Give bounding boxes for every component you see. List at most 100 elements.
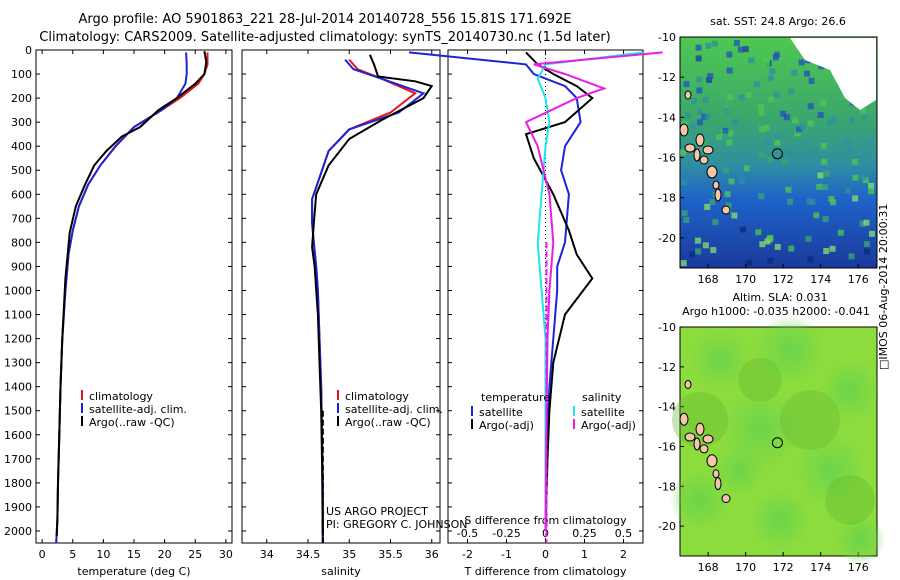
island — [684, 143, 696, 153]
sst-cell — [723, 107, 730, 114]
x-tick-label: -1 — [501, 548, 512, 561]
sst-cell — [763, 57, 770, 63]
legend-label: satellite — [581, 406, 625, 419]
y-tick-label: 1900 — [4, 501, 32, 514]
sst-cell — [807, 256, 814, 263]
sst-cell — [807, 120, 814, 127]
sst-cell — [798, 59, 805, 66]
sst-cell — [737, 46, 744, 53]
sst-cell — [712, 219, 719, 226]
sst-cell — [758, 104, 765, 110]
legend-header-salinity: salinity — [582, 391, 622, 404]
sst-cell — [694, 237, 701, 244]
island — [699, 155, 709, 165]
map-y-tick-label: -18 — [658, 192, 676, 205]
sst-cell — [817, 112, 824, 118]
sst-cell — [829, 245, 836, 252]
sst-cell — [804, 70, 810, 77]
y-tick-label: 900 — [11, 260, 32, 273]
map-x-tick-label: 174 — [810, 561, 831, 574]
map-x-tick-label: 170 — [735, 561, 756, 574]
sst-cell — [863, 241, 870, 247]
sst-cell — [823, 248, 830, 254]
sst-cell — [768, 96, 775, 103]
sst-cell — [767, 234, 774, 241]
x-tick-label: 34 — [260, 548, 274, 561]
sst-cell — [680, 149, 686, 156]
sst-cell — [820, 142, 827, 149]
x-tick-label: 15 — [127, 548, 141, 561]
island — [699, 444, 709, 454]
salinity-frame — [241, 49, 441, 544]
salinity-xlabel: salinity — [321, 565, 361, 578]
map-y-tick-label: -20 — [658, 520, 676, 533]
map-y-tick-label: -12 — [658, 71, 676, 84]
sst-cell — [868, 182, 875, 189]
legend-label: Argo(-adj) — [479, 419, 534, 432]
sst-cell — [689, 123, 696, 129]
sst-cell — [795, 126, 802, 133]
sst-cell — [767, 156, 774, 163]
sst-cell — [748, 57, 755, 64]
island — [693, 437, 701, 451]
sst-cell — [696, 108, 703, 115]
sst-cell — [824, 171, 831, 178]
pi-credit: PI: GREGORY C. JOHNSON — [326, 518, 467, 531]
sst-cell — [724, 191, 731, 198]
project-credit: US ARGO PROJECT — [326, 505, 428, 518]
sst-cell — [828, 195, 835, 202]
x2-tick-label: 0.5 — [615, 527, 633, 540]
x2-tick-label: 0.25 — [572, 527, 597, 540]
map-x-tick-label: 168 — [698, 273, 719, 286]
map-x-tick-label: 174 — [810, 273, 831, 286]
sst-cell — [805, 235, 812, 242]
sla-anomaly-low — [780, 390, 840, 450]
sst-cell — [739, 226, 746, 233]
temperature-series-2 — [55, 51, 208, 536]
sst-cell — [759, 152, 765, 158]
sst-cell — [816, 183, 823, 190]
salinity-series-2 — [311, 54, 434, 536]
sst-cell — [745, 259, 752, 266]
legend-label: climatology — [345, 390, 409, 403]
y-tick-label: 1600 — [4, 429, 32, 442]
y-tick-label: 1400 — [4, 381, 32, 394]
sst-cell — [794, 130, 801, 137]
temperature-xlabel: temperature (deg C) — [77, 565, 190, 578]
sst-cell — [830, 199, 837, 206]
sst-cell — [792, 117, 799, 124]
sst-cell — [707, 73, 714, 80]
sst-cell — [822, 184, 828, 191]
map-x-tick-label: 170 — [735, 273, 756, 286]
x-tick-label: 25 — [188, 548, 202, 561]
sst-cell — [796, 161, 803, 168]
y-tick-label: 1300 — [4, 357, 32, 370]
sst-cell — [806, 198, 813, 205]
sst-cell — [702, 242, 709, 249]
difference-series-3 — [524, 51, 663, 532]
sla-map-title: Altim. SLA: 0.031 — [732, 291, 827, 304]
sst-cell — [763, 124, 770, 131]
sst-cell — [822, 216, 829, 222]
sst-cell — [821, 158, 828, 165]
y-tick-label: 1000 — [4, 284, 32, 297]
legend-label: satellite-adj. clim. — [89, 403, 187, 416]
island — [702, 145, 714, 155]
sst-cell — [758, 126, 765, 133]
map-x-tick-label: 168 — [698, 561, 719, 574]
sst-cell — [799, 123, 806, 130]
y-tick-label: 2000 — [4, 525, 32, 538]
temperature-frame — [35, 49, 233, 544]
sst-cell — [685, 160, 692, 167]
x-tick-label: 0 — [39, 548, 46, 561]
sst-cell — [704, 113, 711, 120]
sst-cell — [863, 219, 870, 226]
island — [684, 380, 692, 389]
sst-cell — [864, 248, 870, 255]
sst-cell — [773, 91, 780, 98]
sst-cell — [695, 44, 702, 51]
island — [714, 188, 722, 202]
island — [706, 165, 718, 179]
